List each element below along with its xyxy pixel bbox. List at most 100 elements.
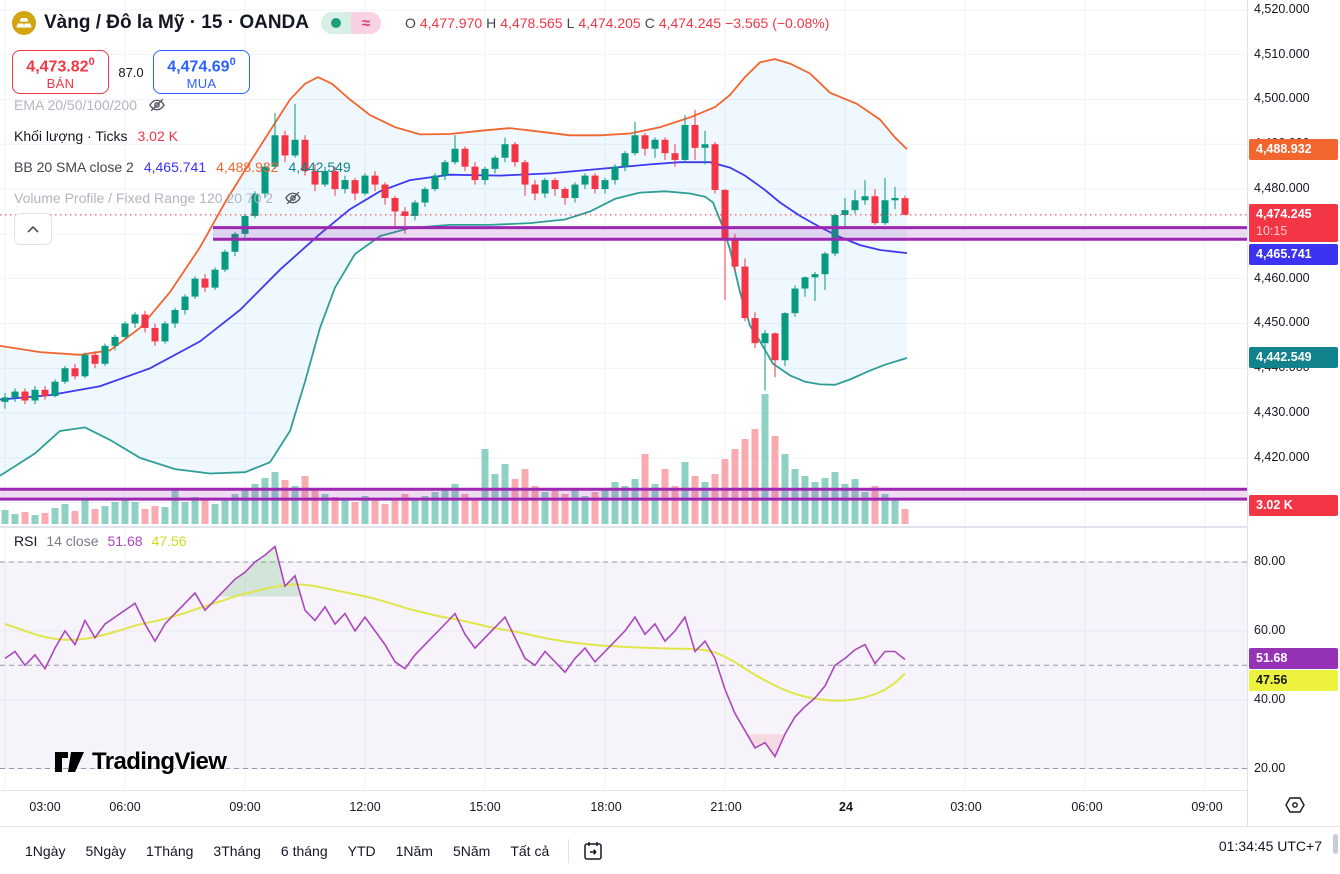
candle-body <box>391 198 399 212</box>
candle-body <box>761 333 769 344</box>
candle-body <box>151 327 159 342</box>
rsi-value: 51.68 <box>107 533 143 549</box>
candle-body <box>771 333 779 361</box>
rsi-title: RSI <box>14 533 38 549</box>
range-button-5năm[interactable]: 5Năm <box>446 837 497 865</box>
candle-body <box>851 200 859 211</box>
close-label: C <box>644 15 655 31</box>
legend-row-bb[interactable]: BB 20 SMA close 2 4,465.741 4,488.932 4,… <box>14 154 351 180</box>
rsi-legend[interactable]: RSI 14 close 51.68 47.56 <box>14 533 187 549</box>
volume-legend-text: Khối lượng · Ticks <box>14 128 128 144</box>
volume-bar <box>131 502 139 524</box>
volume-bar <box>591 492 599 524</box>
candle-body <box>461 148 469 167</box>
volume-bar <box>391 498 399 524</box>
time-tick: 06:00 <box>109 800 141 814</box>
candle-body <box>601 180 609 190</box>
bb-basis-line <box>0 161 908 401</box>
volume-bar <box>331 497 339 524</box>
range-button-3tháng[interactable]: 3Tháng <box>206 837 267 865</box>
eye-off-icon[interactable] <box>147 95 167 115</box>
legend-row-ema[interactable]: EMA 20/50/100/200 <box>14 92 167 118</box>
candle-body <box>101 345 109 364</box>
candle-body <box>301 139 309 172</box>
volume-bar <box>891 498 899 524</box>
candle-body <box>621 153 629 167</box>
time-axis[interactable]: 03:00 06:00 09:00 12:00 15:00 18:00 21:00 24 03:… <box>0 790 1247 827</box>
candle-body <box>421 189 429 203</box>
change-value: −3.565 (−0.08%) <box>725 15 830 31</box>
candle-body <box>661 139 669 154</box>
candle-body <box>501 144 509 158</box>
market-status[interactable]: ≈ <box>320 12 381 34</box>
tradingview-logo[interactable]: TradingView <box>55 748 227 776</box>
price-tick: 4,500.000 <box>1254 91 1310 106</box>
legend-row-volume-profile[interactable]: Volume Profile / Fixed Range 120 20 70 2 <box>14 185 303 211</box>
volume-bar <box>611 482 619 524</box>
volume-bar <box>821 478 829 524</box>
volume-bar <box>791 469 799 524</box>
symbol-title[interactable]: Vàng / Đô la Mỹ · 15 · OANDA <box>44 12 309 33</box>
range-button-tất-cả[interactable]: Tất cả <box>503 837 556 865</box>
candle-body <box>471 166 479 181</box>
time-tick: 06:00 <box>1071 800 1103 814</box>
goto-date-button[interactable] <box>581 839 605 863</box>
rsi-tick: 80.00 <box>1254 554 1286 568</box>
chart-canvas[interactable] <box>0 0 1247 790</box>
bb-lower-label: 4,442.549 <box>1249 347 1338 368</box>
candle-body <box>231 233 239 252</box>
range-button-ytd[interactable]: YTD <box>341 837 383 865</box>
candle-body <box>431 175 439 190</box>
price-axis[interactable]: 4,520.0004,510.0004,500.0004,490.0004,48… <box>1247 0 1340 826</box>
low-value: 4,474.205 <box>578 15 641 31</box>
volume-bar <box>621 486 629 524</box>
chevron-up-icon <box>27 225 39 233</box>
rsi-tick: 20.00 <box>1254 760 1286 775</box>
volume-bar <box>881 494 889 524</box>
range-button-6-tháng[interactable]: 6 tháng <box>274 837 335 865</box>
tradingview-mark-icon <box>55 752 84 772</box>
range-button-1ngày[interactable]: 1Ngày <box>18 837 72 865</box>
volume-profile-zone <box>213 227 1247 240</box>
scrollbar-nub[interactable] <box>1333 834 1338 854</box>
clock[interactable]: 01:34:45 UTC+7 <box>1218 838 1322 854</box>
high-label: H <box>486 15 497 31</box>
time-tick: 03:00 <box>950 800 982 814</box>
volume-bar <box>421 496 429 524</box>
volume-bar <box>521 469 529 524</box>
candle-body <box>121 323 129 337</box>
candle-body <box>221 251 229 270</box>
candle-body <box>401 211 409 216</box>
volume-bar <box>761 394 769 524</box>
volume-bar <box>141 509 149 524</box>
price-axis-settings-icon[interactable] <box>1284 794 1306 816</box>
candle-body <box>721 189 729 238</box>
volume-legend-value: 3.02 K <box>137 128 178 144</box>
range-button-5ngày[interactable]: 5Ngày <box>78 837 132 865</box>
last-price-label: 4,474.245 10:15 <box>1249 204 1338 242</box>
bb-upper-value: 4,488.932 <box>216 159 279 175</box>
volume-bar <box>171 489 179 524</box>
legend-row-volume[interactable]: Khối lượng · Ticks 3.02 K <box>14 123 178 149</box>
candle-body <box>441 162 449 176</box>
candle-body <box>831 215 839 254</box>
volume-bar <box>181 502 189 524</box>
gold-symbol-icon[interactable] <box>12 11 36 35</box>
volume-bar <box>221 498 229 524</box>
calendar-arrow-icon <box>584 841 602 860</box>
trade-panel: 4,473.820 BÁN 87.0 4,474.690 MUA <box>12 50 250 94</box>
sell-button[interactable]: 4,473.820 BÁN <box>12 50 109 94</box>
range-button-1năm[interactable]: 1Năm <box>389 837 440 865</box>
volume-bar <box>351 502 359 524</box>
sell-label: BÁN <box>46 76 75 92</box>
candle-body <box>651 139 659 149</box>
volume-bar <box>381 504 389 524</box>
eye-off-icon[interactable] <box>283 188 303 208</box>
buy-button[interactable]: 4,474.690 MUA <box>153 50 250 94</box>
range-button-1tháng[interactable]: 1Tháng <box>139 837 200 865</box>
candle-body <box>901 198 909 215</box>
candle-body <box>751 318 759 344</box>
volume-bar <box>261 478 269 524</box>
collapse-legend-button[interactable] <box>14 213 52 245</box>
candle-body <box>281 135 289 156</box>
